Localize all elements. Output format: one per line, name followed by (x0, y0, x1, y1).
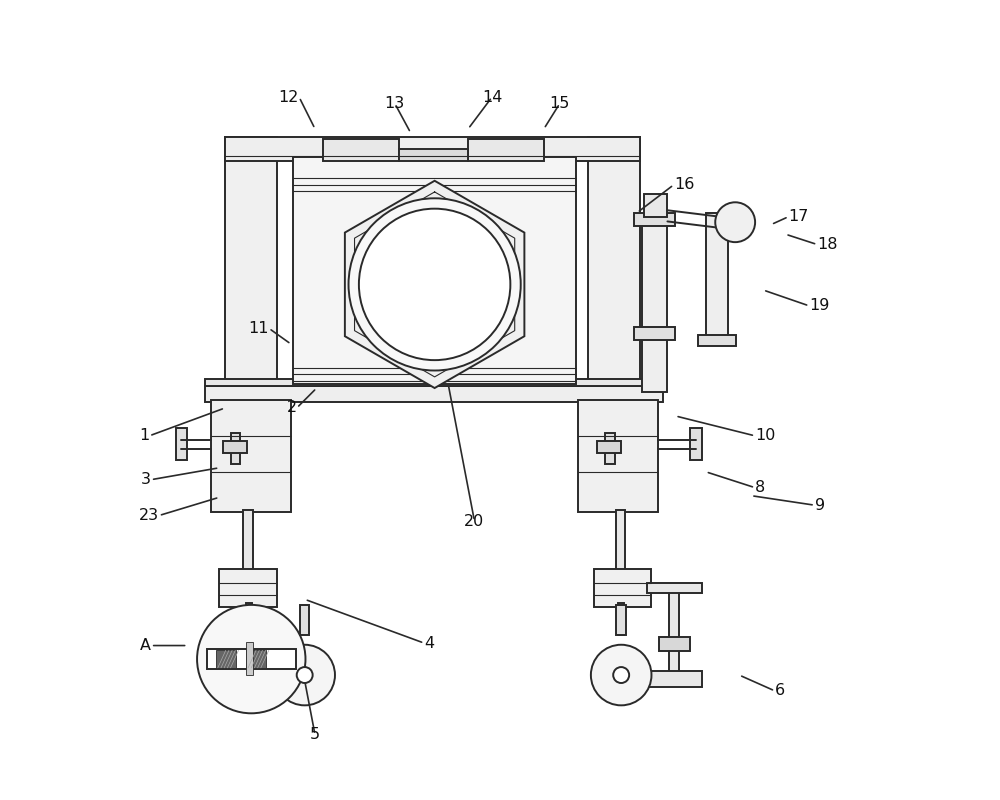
Bar (323, 138, 399, 161)
Bar (468, 138, 544, 161)
Bar (616, 510, 625, 574)
Bar (647, 671, 702, 687)
Circle shape (297, 667, 313, 683)
Bar (216, 650, 236, 668)
Circle shape (359, 209, 510, 360)
Bar (642, 217, 667, 392)
Bar (205, 386, 663, 402)
Text: 17: 17 (789, 209, 809, 224)
Text: 11: 11 (248, 321, 269, 336)
Bar (225, 137, 640, 161)
Bar (690, 428, 702, 460)
Circle shape (197, 605, 305, 714)
Bar (223, 442, 247, 454)
Polygon shape (345, 181, 524, 388)
Bar (225, 137, 277, 392)
Bar (715, 214, 730, 229)
Bar (399, 149, 468, 161)
Bar (659, 637, 690, 651)
Bar (605, 434, 615, 464)
Bar (634, 327, 675, 340)
Bar (246, 603, 252, 635)
Text: 19: 19 (809, 298, 830, 314)
Bar (176, 428, 187, 460)
Text: 1: 1 (139, 428, 149, 443)
Text: 14: 14 (482, 90, 502, 105)
Bar (706, 213, 728, 336)
Circle shape (715, 202, 755, 242)
Circle shape (274, 645, 335, 706)
Text: 18: 18 (817, 237, 838, 252)
Text: 10: 10 (755, 428, 775, 443)
Text: 9: 9 (815, 498, 825, 513)
Bar (211, 400, 291, 512)
Text: 12: 12 (279, 90, 299, 105)
Bar (669, 587, 679, 675)
Circle shape (591, 645, 651, 706)
Bar (207, 649, 296, 670)
Bar (293, 157, 576, 384)
Bar (219, 569, 277, 607)
Text: 15: 15 (550, 96, 570, 111)
Bar (634, 214, 675, 226)
Text: 23: 23 (139, 508, 159, 523)
Text: 13: 13 (385, 96, 405, 111)
Circle shape (349, 198, 521, 370)
Text: 3: 3 (141, 472, 151, 487)
Text: 16: 16 (674, 178, 694, 192)
Bar (205, 379, 663, 386)
Bar (300, 605, 309, 635)
Bar (616, 605, 626, 635)
Text: 2: 2 (287, 401, 297, 415)
Text: A: A (140, 638, 151, 653)
Bar (246, 642, 253, 675)
Bar (618, 603, 624, 635)
Circle shape (613, 667, 629, 683)
Bar (588, 137, 640, 392)
Bar (597, 442, 621, 454)
Bar (246, 650, 266, 668)
Text: 6: 6 (775, 683, 785, 698)
Text: 4: 4 (424, 636, 434, 650)
Bar (594, 569, 651, 607)
Bar (578, 400, 658, 512)
Bar (231, 434, 240, 464)
Bar (243, 510, 253, 574)
Bar (647, 583, 702, 593)
Text: 5: 5 (310, 727, 320, 742)
Bar (644, 194, 667, 217)
Text: 8: 8 (755, 480, 765, 495)
Text: 20: 20 (464, 514, 485, 529)
Bar (698, 334, 736, 346)
